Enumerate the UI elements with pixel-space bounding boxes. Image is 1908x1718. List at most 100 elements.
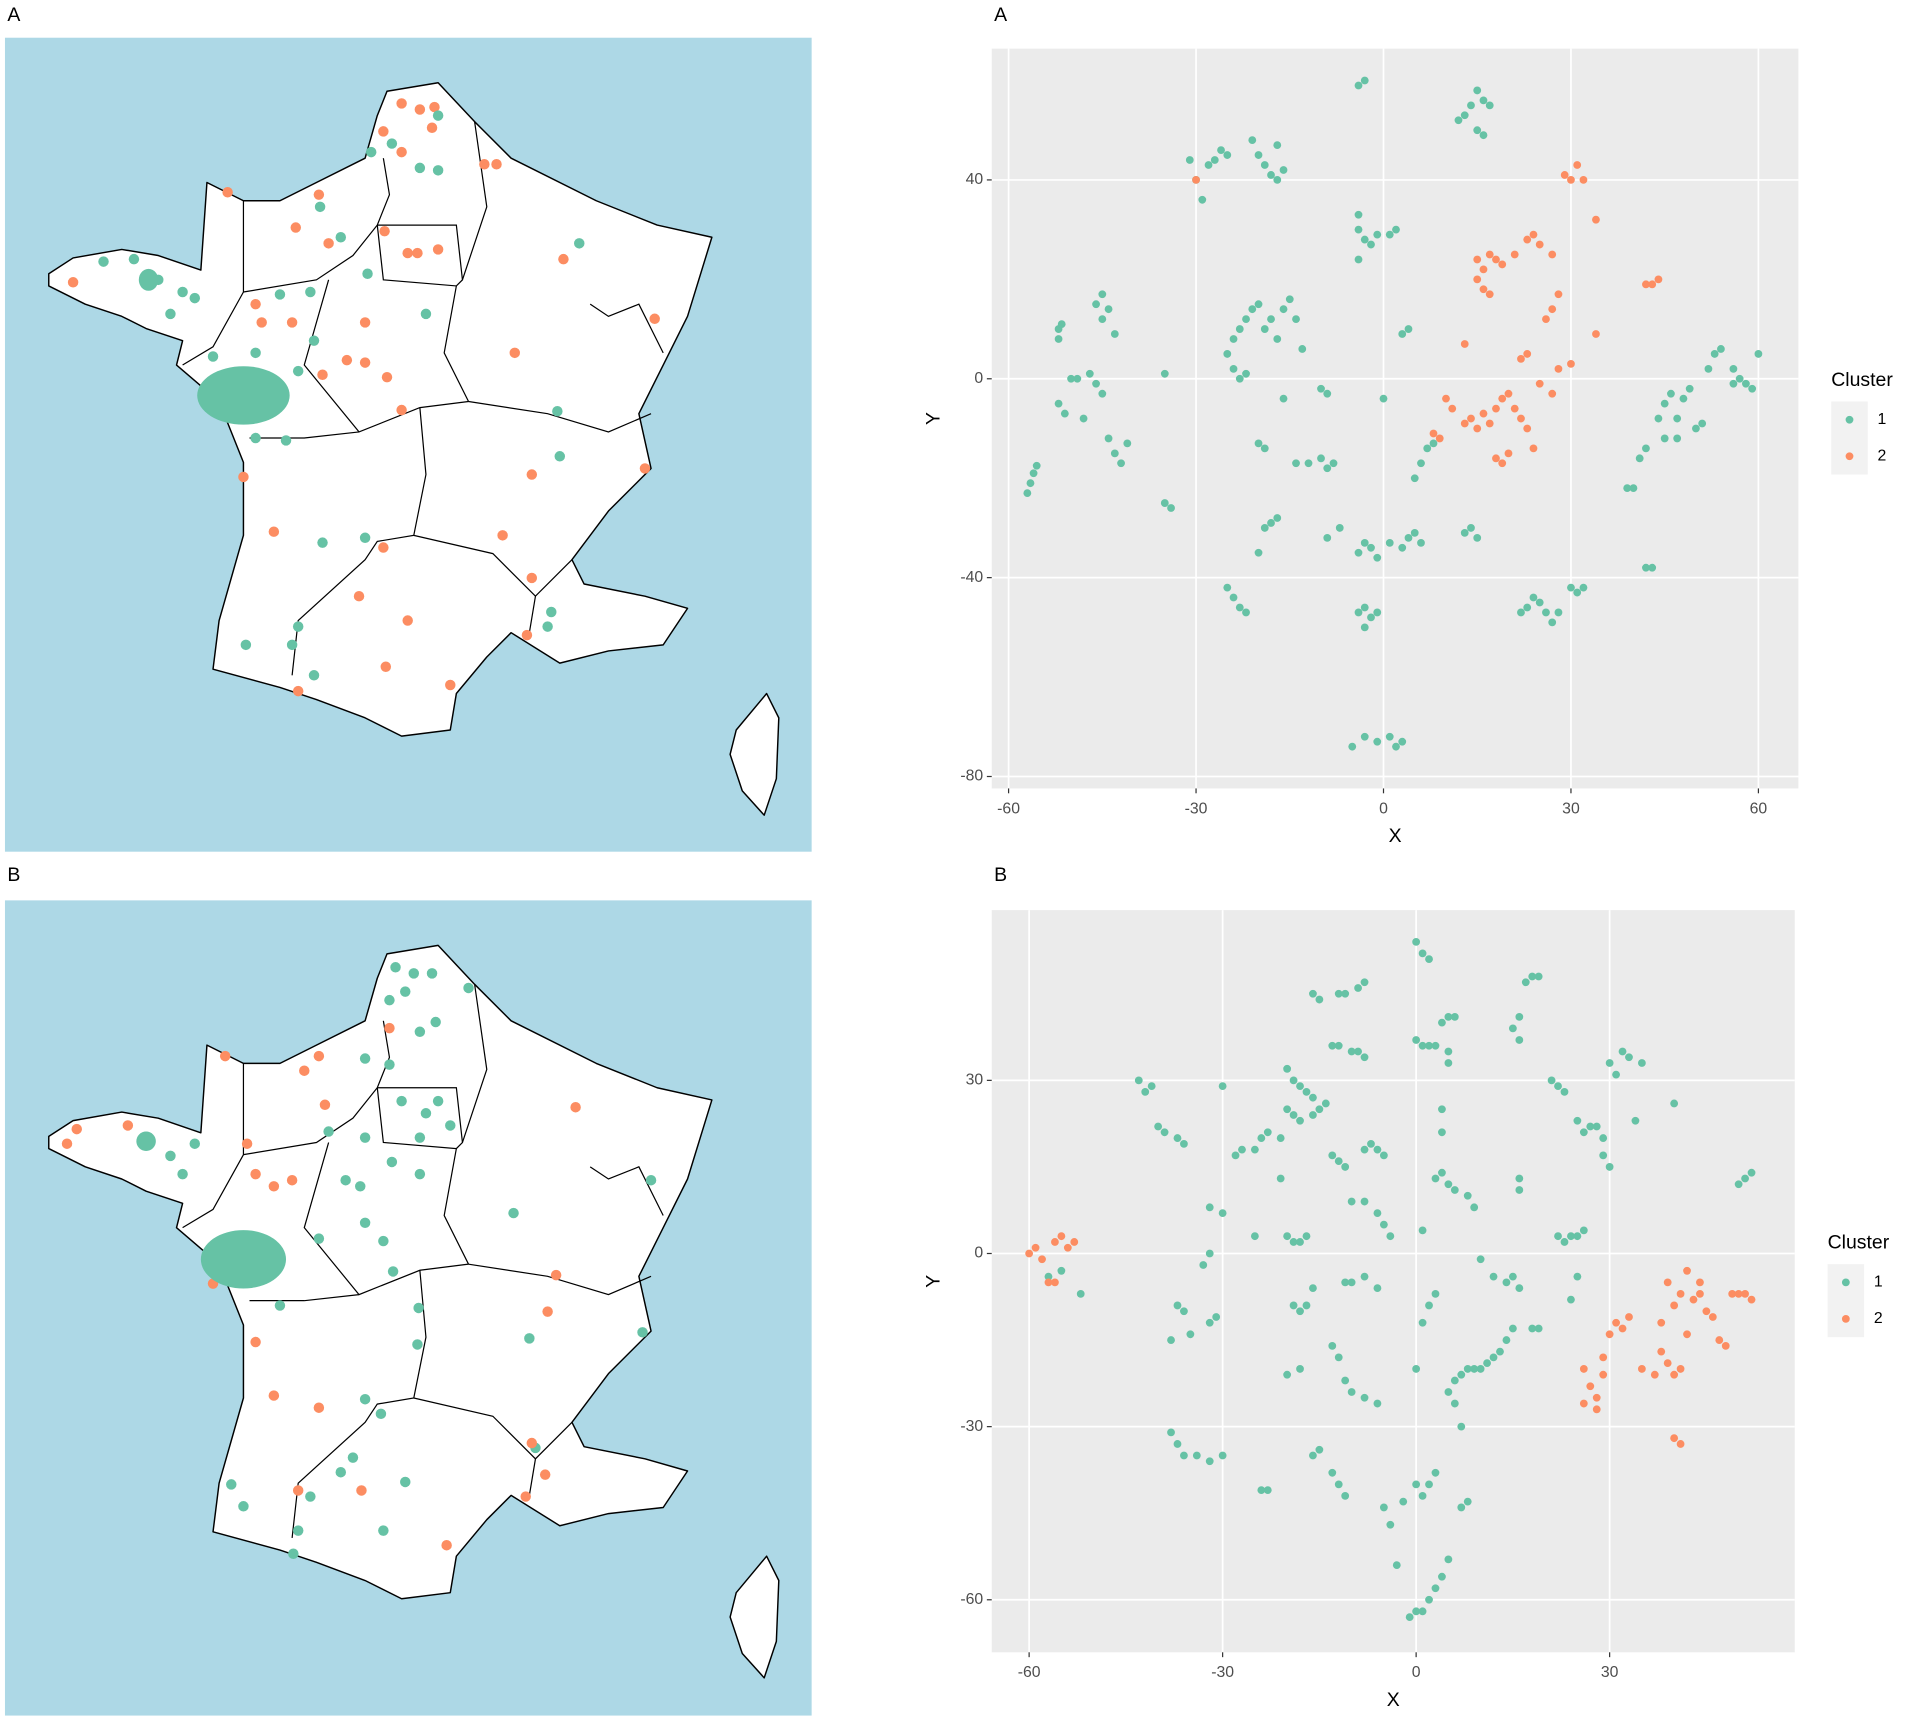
scatter-point (1248, 136, 1257, 145)
scatter-point (1076, 1290, 1085, 1298)
scatter-point (1676, 1440, 1685, 1448)
scatter-point (1496, 1347, 1504, 1356)
scatter-point (1260, 524, 1269, 532)
scatter-point (1523, 350, 1532, 358)
scatter-point (1223, 350, 1232, 358)
scatter-point (1438, 1168, 1446, 1177)
map-point (362, 268, 373, 279)
scatter-point (1373, 608, 1382, 617)
scatter-point (1489, 1353, 1498, 1362)
map-point (520, 1491, 531, 1502)
scatter-point (1454, 116, 1463, 125)
scatter-point (1679, 394, 1688, 403)
scatter-point (1508, 1024, 1517, 1033)
scatter-point (1104, 434, 1113, 443)
scatter-point (1254, 300, 1263, 309)
scatter-point (1385, 732, 1394, 741)
scatter-point (1592, 330, 1600, 338)
scatter-point (1341, 1492, 1350, 1500)
scatter-point (1334, 1353, 1343, 1362)
scatter-point (1517, 354, 1525, 363)
map-point-cluster (200, 1230, 287, 1289)
scatter-point (1431, 1041, 1440, 1050)
x-tick-label: 0 (1379, 800, 1388, 817)
map-point (341, 354, 353, 366)
scatter-point (1354, 608, 1363, 617)
scatter-point (1044, 1278, 1053, 1287)
scatter-point (1648, 280, 1657, 289)
scatter-point (1298, 345, 1307, 353)
scatter-point (1289, 1301, 1298, 1310)
scatter-point (1334, 1041, 1343, 1050)
scatter-point (1373, 737, 1382, 746)
map-point (637, 1327, 648, 1338)
scatter-point (1412, 1036, 1421, 1044)
scatter-point (1354, 1047, 1362, 1056)
y-tick-label: -60 (960, 1591, 983, 1608)
scatter-point (1051, 1278, 1059, 1287)
scatter-point (1276, 1174, 1285, 1183)
scatter-point (1579, 1399, 1588, 1408)
y-axis-title: Y (923, 412, 945, 425)
scatter-point (1754, 350, 1763, 358)
scatter-point (1205, 1203, 1214, 1212)
scatter-point (1425, 1595, 1433, 1604)
scatter-point (1254, 439, 1263, 448)
scatter-point (1457, 1422, 1466, 1431)
scatter-point (1323, 464, 1332, 473)
scatter-point (1229, 335, 1238, 343)
map-point (542, 1306, 553, 1317)
scatter-point (1485, 419, 1494, 428)
scatter-point (1098, 389, 1107, 398)
scatter-point (1479, 265, 1488, 274)
scatter-point (1523, 424, 1532, 433)
scatter-point (1296, 1238, 1304, 1246)
scatter-point (1360, 978, 1369, 987)
scatter-point (1515, 1174, 1524, 1183)
scatter-point (1238, 1145, 1246, 1154)
scatter-point (1625, 1313, 1633, 1321)
x-tick-label: -30 (1211, 1664, 1234, 1681)
scatter-point (1473, 255, 1482, 264)
map-point (177, 286, 188, 298)
scatter-point (1476, 1255, 1485, 1264)
y-tick-label: 0 (974, 1245, 983, 1262)
map-point (649, 313, 660, 325)
map-point (67, 277, 79, 288)
scatter-point (1721, 1341, 1730, 1350)
scatter-point (1670, 1099, 1679, 1108)
map-point-cluster (197, 366, 290, 425)
map-point (412, 1339, 423, 1350)
scatter-point (1079, 414, 1088, 423)
scatter-point (1423, 444, 1432, 453)
scatter-point (1210, 156, 1219, 164)
map-point (386, 138, 398, 149)
scatter-point (1185, 156, 1194, 164)
scatter-point (1642, 563, 1650, 572)
scatter-point (1450, 1012, 1459, 1021)
scatter-point (1429, 429, 1438, 438)
scatter-point (1217, 146, 1225, 154)
map-point (497, 530, 508, 541)
scatter-point (1032, 461, 1041, 470)
panel-label: A (994, 4, 1007, 26)
scatter-point (1354, 225, 1363, 234)
scatter-point (1742, 379, 1750, 388)
scatter-point (1309, 1284, 1317, 1293)
scatter-point (1734, 1290, 1743, 1298)
scatter-point (1657, 1347, 1666, 1356)
map-point (426, 968, 438, 979)
scatter-point (1199, 1261, 1208, 1269)
map-point (305, 286, 316, 298)
scatter-point (1567, 583, 1575, 592)
scatter-point (1648, 563, 1657, 572)
scatter-point (1502, 1278, 1511, 1287)
map-point (292, 685, 304, 697)
scatter-point (1425, 955, 1433, 964)
scatter-point (1205, 1249, 1214, 1258)
scatter-point (1579, 1128, 1588, 1137)
map-point (384, 994, 395, 1006)
scatter-point (1367, 543, 1375, 552)
scatter-point (1335, 524, 1344, 532)
scatter-point (1092, 379, 1100, 388)
